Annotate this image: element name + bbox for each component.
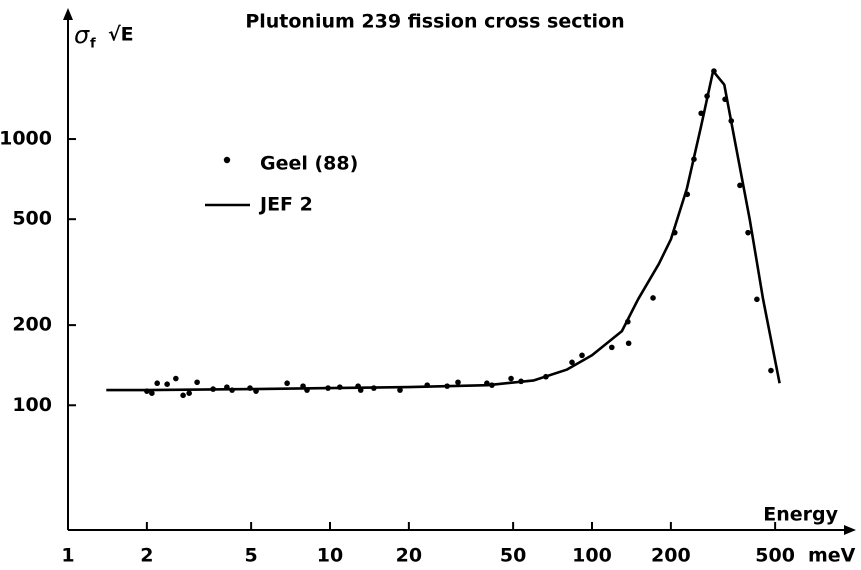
y-tick-label: 500 (12, 208, 52, 230)
x-tick-label: 500 (755, 545, 795, 567)
data-point (180, 392, 186, 399)
y-tick-label: 100 (12, 394, 52, 416)
data-point (154, 380, 160, 387)
data-point (284, 380, 290, 387)
data-point (737, 182, 743, 189)
data-point (608, 344, 615, 351)
data-point (768, 367, 774, 374)
data-point (149, 390, 155, 397)
y-axis-label-sub: f (90, 37, 96, 52)
data-point (650, 295, 656, 301)
y-tick-label: 1000 (0, 128, 52, 150)
data-point (745, 229, 751, 236)
y-axis-label-2: √E (108, 24, 134, 46)
data-point (508, 375, 514, 382)
data-point (194, 379, 200, 386)
x-tick-label: 2 (140, 545, 153, 567)
data-point (569, 359, 575, 366)
x-tick-label: 50 (500, 545, 526, 567)
data-point (164, 381, 170, 387)
y-axis-arrow (63, 8, 73, 20)
x-tick-label: 20 (396, 545, 422, 567)
x-tick-label: 100 (572, 545, 612, 567)
x-tick-label: 1 (61, 545, 74, 567)
data-point (173, 375, 179, 382)
data-point (579, 352, 585, 359)
legend-label: JEF 2 (258, 194, 313, 216)
x-tick-label: 5 (245, 545, 258, 567)
data-point (455, 379, 461, 386)
data-point (186, 390, 192, 397)
x-axis-arrow (844, 525, 856, 535)
x-tick-label: 10 (317, 545, 343, 567)
y-axis-label: σ (74, 21, 90, 49)
y-tick-label: 200 (12, 314, 52, 336)
legend-marker (223, 156, 231, 164)
data-point (754, 296, 760, 303)
data-point (625, 340, 632, 347)
x-axis-unit: meV (808, 545, 856, 567)
x-axis-label: Energy (763, 504, 838, 526)
legend-label: Geel (88) (260, 153, 358, 175)
data-point (397, 387, 403, 393)
chart-title: Plutonium 239 fission cross section (245, 11, 624, 33)
data-line (106, 69, 781, 392)
x-tick-label: 200 (651, 545, 691, 567)
